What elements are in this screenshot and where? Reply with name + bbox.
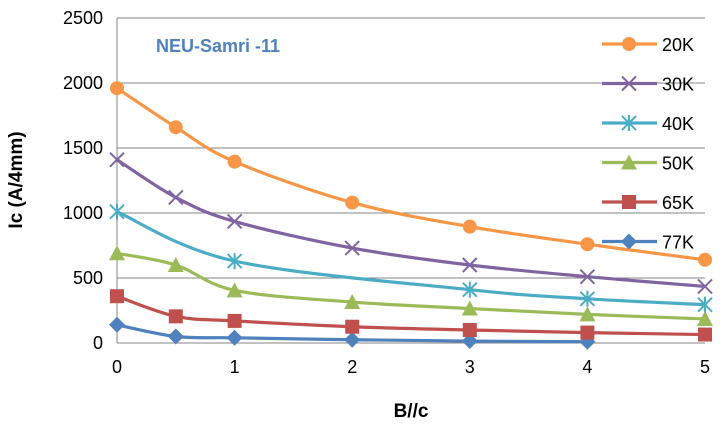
y-tick-label: 2500 [63, 8, 103, 28]
data-point [697, 310, 713, 326]
y-tick-label: 1500 [63, 138, 103, 158]
data-point [345, 195, 360, 210]
series-line [116, 86, 706, 262]
series-line [116, 251, 706, 321]
data-point [344, 331, 361, 348]
legend-marker [621, 115, 637, 131]
data-point [344, 240, 360, 256]
legend-label: 20K [662, 35, 694, 55]
data-point [226, 329, 243, 346]
data-point [227, 313, 242, 328]
y-axis-title: Ic (A/4mm) [6, 131, 27, 228]
data-point [226, 282, 243, 298]
data-point [462, 219, 477, 234]
y-tick-label: 0 [93, 333, 103, 353]
series-40K [109, 203, 713, 313]
data-point [462, 281, 478, 298]
x-axis-title: B//c [394, 401, 429, 422]
data-point [168, 120, 183, 135]
data-point [580, 325, 595, 340]
y-tick-label: 1000 [63, 203, 103, 223]
data-point [167, 257, 184, 272]
series-line [116, 158, 706, 289]
x-tick-label: 1 [230, 357, 240, 377]
legend-item-20K: 20K [602, 35, 694, 55]
data-point [461, 333, 478, 350]
data-point [579, 306, 596, 322]
data-point [461, 300, 478, 316]
legend-item-77K: 77K [602, 233, 694, 253]
x-tick-label: 3 [465, 357, 475, 377]
data-point [698, 327, 712, 342]
data-point [167, 328, 184, 345]
legend-item-40K: 40K [602, 114, 694, 134]
y-tick-label: 2000 [63, 73, 103, 93]
legend-item-30K: 30K [602, 75, 694, 95]
series-77K [109, 316, 596, 350]
data-point [462, 323, 477, 337]
plot-area [109, 81, 713, 350]
data-point [344, 294, 361, 310]
legend-marker [622, 195, 636, 209]
data-point [168, 189, 184, 206]
legend-label: 65K [662, 193, 694, 213]
data-point [697, 296, 713, 313]
data-point [345, 319, 360, 334]
x-tick-label: 4 [582, 357, 592, 377]
series-65K [110, 289, 712, 342]
series-50K [109, 245, 713, 326]
axes [116, 18, 705, 344]
data-point [698, 252, 712, 267]
data-point [109, 316, 125, 333]
data-point [697, 278, 713, 295]
data-point [109, 245, 125, 261]
series-30K [109, 151, 713, 295]
data-point [109, 203, 125, 220]
data-point [226, 253, 243, 270]
legend-item-65K: 65K [602, 193, 694, 213]
data-point [227, 154, 242, 169]
tick-labels: 0 500 1000 1500 2000 2500 0 1 2 3 4 5 [63, 8, 710, 377]
legend-label: 77K [662, 233, 694, 253]
series-20K [110, 81, 712, 267]
legend-marker [621, 233, 637, 250]
series-line [116, 210, 706, 307]
legend-label: 50K [662, 154, 694, 174]
data-point [110, 81, 124, 96]
x-tick-label: 0 [112, 357, 122, 377]
legend-item-50K: 50K [602, 154, 694, 174]
data-point [110, 289, 124, 304]
legend: 20K 30K 40K 50K 65K 77K [602, 35, 694, 253]
y-tick-label: 500 [73, 268, 103, 288]
data-point [226, 213, 243, 230]
legend-marker [621, 75, 637, 92]
x-tick-label: 5 [700, 357, 710, 377]
data-point [168, 309, 183, 324]
data-point [580, 237, 595, 252]
data-point [579, 268, 596, 285]
chart-annotation: NEU-Samri -11 [156, 36, 280, 56]
legend-marker [621, 154, 637, 170]
legend-label: 40K [662, 114, 694, 134]
data-point [579, 290, 596, 307]
legend-marker [622, 37, 636, 51]
x-tick-label: 2 [347, 357, 357, 377]
data-point [109, 151, 125, 168]
data-point [462, 257, 478, 273]
legend-label: 30K [662, 75, 694, 95]
